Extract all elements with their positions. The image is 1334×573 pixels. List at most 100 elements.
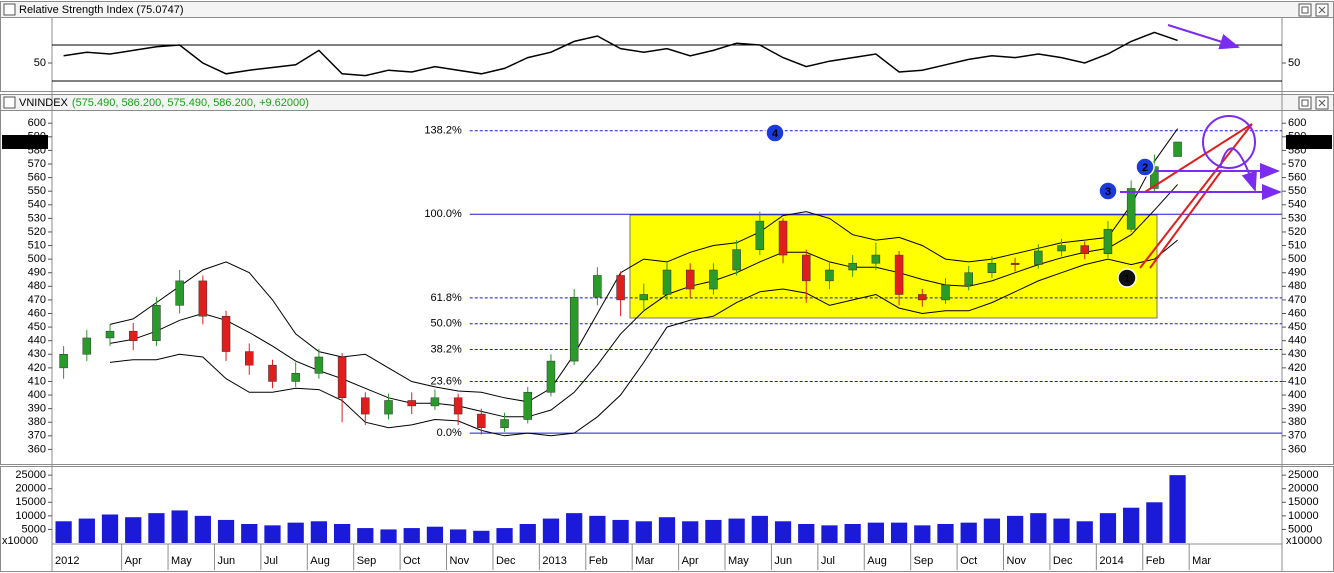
y-tick-label: 10000 (15, 510, 46, 522)
trend-line (1144, 123, 1253, 193)
candle-body (1080, 245, 1089, 254)
volume-bar (333, 524, 351, 543)
candle-body (523, 392, 533, 420)
volume-bar (566, 513, 583, 543)
panel-title: VNINDEX (575.490, 586.200, 575.490, 586.2… (19, 97, 309, 109)
arrow (1167, 24, 1240, 50)
window-buttons[interactable] (3, 3, 1329, 110)
y-tick-label: 400 (28, 389, 46, 401)
y-tick-label: 370 (28, 430, 46, 442)
volume-bar (844, 524, 861, 543)
trend-line (1149, 169, 1223, 269)
candle-body (128, 330, 138, 341)
marker-badge (1117, 268, 1137, 288)
candle-body (59, 354, 68, 369)
y-tick-label: 430 (28, 348, 46, 360)
marker-label: 4 (772, 128, 779, 140)
fib-label: 50.0% (431, 318, 462, 330)
y-tick-label: 450 (1288, 321, 1306, 333)
y-tick-label: 20000 (15, 483, 46, 495)
candle-body (500, 419, 509, 428)
last-price-box (1286, 134, 1332, 149)
y-tick-label: 410 (28, 375, 46, 387)
candle-body (407, 400, 416, 407)
fib-label: 38.2% (431, 343, 462, 355)
highlight-circle (1202, 115, 1256, 169)
volume-bar (310, 521, 328, 543)
volume-bar (751, 515, 768, 543)
y-tick-label: 360 (1288, 443, 1306, 455)
volume-bar (1053, 518, 1070, 543)
candle-body (105, 330, 115, 339)
panel-title: Relative Strength Index (75.0747) (19, 4, 184, 16)
x-tick-label: 2014 (1099, 555, 1123, 567)
marker-label: 3 (1105, 186, 1111, 198)
marker-label: 2 (1142, 162, 1148, 174)
volume-bar (542, 518, 560, 543)
candle-body (82, 337, 92, 355)
y-tick-label: 520 (28, 226, 46, 238)
rsi-panel (0, 17, 1334, 92)
candle-body (941, 284, 950, 301)
x-tick-label: Apr (125, 555, 142, 567)
volume-bar (1076, 521, 1093, 543)
x-tick-label: Aug (310, 555, 330, 567)
volume-bar (635, 521, 652, 543)
candle-body (430, 397, 440, 407)
y-tick-label: 570 (1288, 158, 1306, 170)
x-tick-label: Dec (1053, 555, 1073, 567)
x-tick-label: Jul (821, 555, 835, 567)
y-tick-label: 490 (28, 267, 46, 279)
volume-bar (682, 521, 699, 543)
panel-icon[interactable] (3, 96, 16, 109)
candle-body (1010, 262, 1020, 265)
candle-body (221, 315, 231, 352)
volume-bar (217, 519, 235, 543)
fib-label: 0.0% (437, 427, 462, 439)
volume-bar (867, 522, 884, 543)
candle-body (918, 294, 927, 301)
y-tick-label: 520 (1288, 226, 1306, 238)
volume-bar (380, 529, 397, 543)
y-tick-label: 440 (28, 335, 46, 347)
maximize-button[interactable] (1298, 96, 1312, 110)
maximize-button[interactable] (1298, 3, 1312, 17)
x-tick-label: 2012 (55, 555, 79, 567)
y-tick-label: 450 (28, 321, 46, 333)
volume-bar (1030, 513, 1047, 543)
y-tick-label: 550 (28, 185, 46, 197)
y-tick-label: 470 (28, 294, 46, 306)
last-price-box (2, 134, 48, 149)
y-tick-label: 500 (28, 253, 46, 265)
y-tick-label: 460 (1288, 307, 1306, 319)
candle-body (314, 356, 324, 374)
y-tick-label: 480 (1288, 280, 1306, 292)
panel-icon[interactable] (3, 3, 16, 16)
fib-label: 61.8% (431, 292, 462, 304)
candle-body (291, 373, 300, 382)
volume-bar (890, 522, 908, 543)
volume-bar (1099, 513, 1117, 543)
y-tick-label: 470 (1288, 294, 1306, 306)
candle-body (848, 262, 857, 271)
candle-body (732, 249, 741, 271)
fib-label: 100.0% (424, 208, 462, 220)
x-tick-label: Mar (635, 555, 654, 567)
last-price-label: 586.200 (1288, 136, 1328, 148)
y-tick-label: 10000 (1288, 510, 1319, 522)
candle-body (1103, 228, 1113, 254)
candle-body (894, 254, 904, 295)
y-tick-label: 50 (1288, 57, 1300, 69)
volume-bar (426, 526, 444, 543)
volume-bar (983, 518, 1001, 543)
candle-body (1057, 245, 1066, 252)
y-tick-label: 540 (1288, 199, 1306, 211)
annotations: 1 2 3 4 (765, 24, 1282, 288)
panel-title-name: VNINDEX (19, 97, 69, 109)
candle-body (268, 364, 277, 382)
candle-body (337, 356, 347, 399)
x-tick-label: Jun (774, 555, 792, 567)
y-tick-label: 490 (1288, 267, 1306, 279)
candle-body (685, 269, 695, 290)
